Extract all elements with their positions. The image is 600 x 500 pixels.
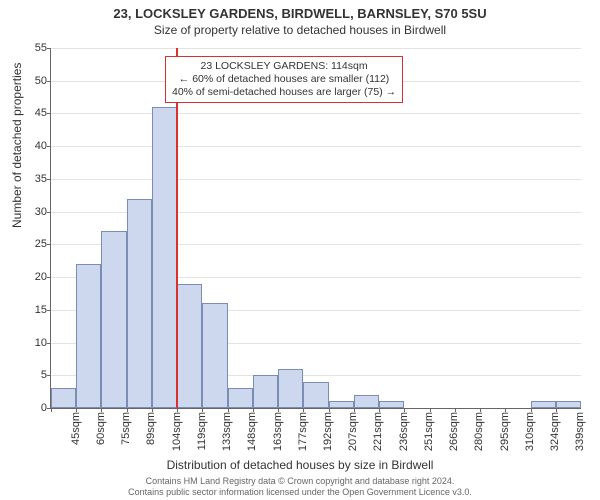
ytick-label: 30 [17,206,47,218]
ytick-label: 15 [17,304,47,316]
gridline [51,113,581,114]
xtick-label: 324sqm [549,412,561,462]
ytick-label: 25 [17,238,47,250]
ytick-label: 0 [17,402,47,414]
ytick-mark [47,343,51,344]
xtick-label: 266sqm [448,412,460,462]
x-axis-label: Distribution of detached houses by size … [0,458,600,472]
ytick-mark [47,244,51,245]
ytick-mark [47,179,51,180]
ytick-label: 45 [17,107,47,119]
footer-line-1: Contains HM Land Registry data © Crown c… [0,476,600,487]
xtick-label: 251sqm [423,412,435,462]
ytick-label: 5 [17,369,47,381]
ytick-mark [47,81,51,82]
bar [228,388,253,408]
xtick-label: 148sqm [246,412,258,462]
xtick-mark [51,408,52,412]
xtick-mark [379,408,380,412]
bar [329,401,354,408]
annotation-line-2: ← 60% of detached houses are smaller (11… [172,73,396,86]
xtick-label: 45sqm [70,412,82,462]
xtick-mark [101,408,102,412]
xtick-mark [329,408,330,412]
bar [556,401,581,408]
xtick-mark [278,408,279,412]
bar [202,303,227,408]
bar [101,231,126,408]
bar [253,375,278,408]
gridline [51,48,581,49]
xtick-label: 339sqm [574,412,586,462]
xtick-label: 192sqm [322,412,334,462]
xtick-mark [480,408,481,412]
xtick-label: 104sqm [171,412,183,462]
bar [152,107,177,408]
bar [177,284,202,408]
bar [354,395,379,408]
ytick-label: 40 [17,140,47,152]
ytick-label: 35 [17,173,47,185]
ytick-label: 10 [17,337,47,349]
ytick-mark [47,113,51,114]
bar [531,401,556,408]
footer-line-2: Contains public sector information licen… [0,487,600,498]
xtick-mark [505,408,506,412]
xtick-mark [202,408,203,412]
xtick-label: 89sqm [145,412,157,462]
ytick-label: 20 [17,271,47,283]
annotation-line-1: 23 LOCKSLEY GARDENS: 114sqm [172,60,396,73]
ytick-mark [47,375,51,376]
xtick-mark [228,408,229,412]
gridline [51,179,581,180]
bar [379,401,404,408]
xtick-label: 310sqm [524,412,536,462]
xtick-label: 177sqm [297,412,309,462]
chart-title-sub: Size of property relative to detached ho… [0,21,600,37]
xtick-label: 60sqm [95,412,107,462]
xtick-mark [404,408,405,412]
xtick-mark [455,408,456,412]
ytick-mark [47,48,51,49]
ytick-mark [47,212,51,213]
xtick-mark [531,408,532,412]
xtick-mark [177,408,178,412]
bar [303,382,328,408]
xtick-label: 207sqm [347,412,359,462]
annotation-box: 23 LOCKSLEY GARDENS: 114sqm ← 60% of det… [165,56,403,103]
xtick-mark [303,408,304,412]
ytick-label: 50 [17,75,47,87]
xtick-mark [253,408,254,412]
xtick-label: 280sqm [473,412,485,462]
footer-attribution: Contains HM Land Registry data © Crown c… [0,476,600,498]
xtick-mark [430,408,431,412]
annotation-line-3: 40% of semi-detached houses are larger (… [172,86,396,99]
xtick-label: 236sqm [398,412,410,462]
bar [278,369,303,408]
chart-container: 23, LOCKSLEY GARDENS, BIRDWELL, BARNSLEY… [0,0,600,500]
bar [51,388,76,408]
xtick-label: 119sqm [196,412,208,462]
xtick-label: 163sqm [272,412,284,462]
ytick-mark [47,310,51,311]
chart-title-main: 23, LOCKSLEY GARDENS, BIRDWELL, BARNSLEY… [0,0,600,21]
ytick-label: 55 [17,42,47,54]
xtick-label: 295sqm [499,412,511,462]
gridline [51,146,581,147]
bar [127,199,152,408]
ytick-mark [47,277,51,278]
xtick-mark [152,408,153,412]
xtick-label: 221sqm [372,412,384,462]
plot-area: 051015202530354045505545sqm60sqm75sqm89s… [50,48,580,408]
xtick-mark [127,408,128,412]
xtick-label: 133sqm [221,412,233,462]
bar [76,264,101,408]
ytick-mark [47,146,51,147]
xtick-mark [76,408,77,412]
xtick-label: 75sqm [120,412,132,462]
xtick-mark [556,408,557,412]
xtick-mark [354,408,355,412]
